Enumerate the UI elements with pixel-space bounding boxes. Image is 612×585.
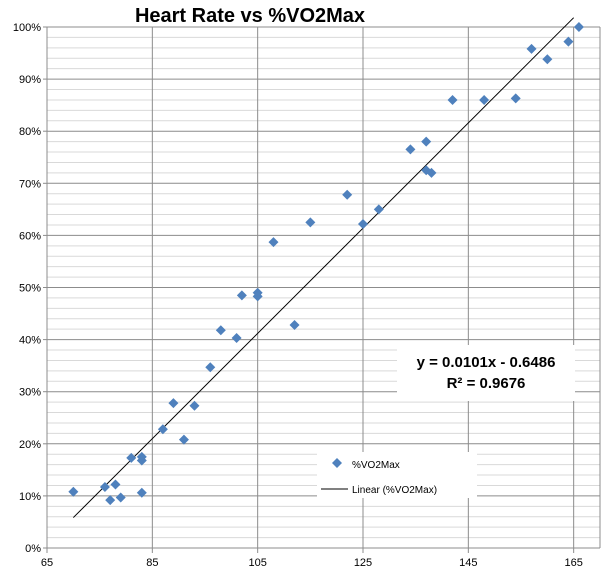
data-point bbox=[168, 398, 179, 409]
legend-label-trendline: Linear (%VO2Max) bbox=[352, 485, 437, 496]
equation-box-background bbox=[397, 345, 575, 401]
trendline-equation: y = 0.0101x - 0.6486 bbox=[417, 354, 556, 371]
y-tick-label: 0% bbox=[25, 543, 41, 555]
trendline-r-squared: R² = 0.9676 bbox=[447, 375, 526, 392]
y-tick-label: 40% bbox=[19, 335, 41, 347]
legend-label-series: %VO2Max bbox=[352, 460, 400, 471]
data-point bbox=[68, 486, 79, 497]
legend-marker-icon bbox=[332, 458, 342, 468]
data-point bbox=[189, 400, 200, 411]
data-point bbox=[136, 487, 147, 498]
data-point bbox=[205, 362, 216, 373]
data-point bbox=[178, 434, 189, 445]
data-point bbox=[573, 22, 584, 32]
data-point bbox=[236, 290, 247, 301]
data-point bbox=[126, 452, 137, 463]
trendline-equation-box: y = 0.0101x - 0.6486 R² = 0.9676 bbox=[397, 345, 575, 401]
legend: %VO2Max Linear (%VO2Max) bbox=[317, 452, 477, 498]
data-point bbox=[479, 94, 490, 105]
data-point bbox=[510, 93, 521, 104]
data-point bbox=[268, 237, 279, 248]
data-point bbox=[136, 455, 147, 466]
data-point bbox=[342, 189, 353, 200]
data-point bbox=[252, 291, 263, 302]
data-point bbox=[110, 479, 121, 490]
x-tick-label: 125 bbox=[354, 557, 372, 569]
x-tick-label: 105 bbox=[248, 557, 266, 569]
y-tick-label: 20% bbox=[19, 439, 41, 451]
data-point bbox=[358, 218, 368, 229]
data-point bbox=[421, 136, 432, 147]
y-tick-label: 90% bbox=[19, 74, 41, 86]
x-tick-label: 65 bbox=[41, 557, 53, 569]
axes: 0% 10% 20% 30% 40% 50% 60% 70% 80% 90% 100% 65 85 105… bbox=[13, 22, 600, 569]
data-points bbox=[68, 22, 584, 506]
data-point bbox=[305, 217, 316, 228]
data-point bbox=[231, 333, 242, 344]
data-point bbox=[526, 43, 537, 54]
chart-title: Heart Rate vs %VO2Max bbox=[135, 5, 365, 27]
data-point bbox=[426, 167, 437, 178]
data-point bbox=[99, 482, 110, 493]
y-tick-label: 80% bbox=[19, 126, 41, 138]
y-tick-label: 10% bbox=[19, 491, 41, 503]
trendline bbox=[72, 17, 575, 518]
data-point bbox=[215, 325, 226, 336]
data-point bbox=[105, 495, 116, 506]
data-point bbox=[405, 144, 416, 155]
data-point bbox=[542, 54, 553, 65]
x-tick-label: 145 bbox=[459, 557, 477, 569]
data-point bbox=[289, 320, 300, 331]
y-tick-label: 30% bbox=[19, 387, 41, 399]
y-tick-label: 50% bbox=[19, 283, 41, 295]
y-tick-label: 100% bbox=[13, 22, 41, 34]
x-tick-label: 165 bbox=[564, 557, 582, 569]
trendline-layer bbox=[72, 17, 575, 518]
data-point bbox=[373, 204, 384, 215]
data-point bbox=[157, 424, 168, 435]
legend-background bbox=[317, 452, 477, 498]
data-point bbox=[447, 94, 458, 105]
y-tick-label: 60% bbox=[19, 230, 41, 242]
y-tick-label: 70% bbox=[19, 178, 41, 190]
data-point bbox=[563, 36, 574, 47]
x-tick-label: 85 bbox=[146, 557, 158, 569]
data-point bbox=[115, 492, 126, 503]
